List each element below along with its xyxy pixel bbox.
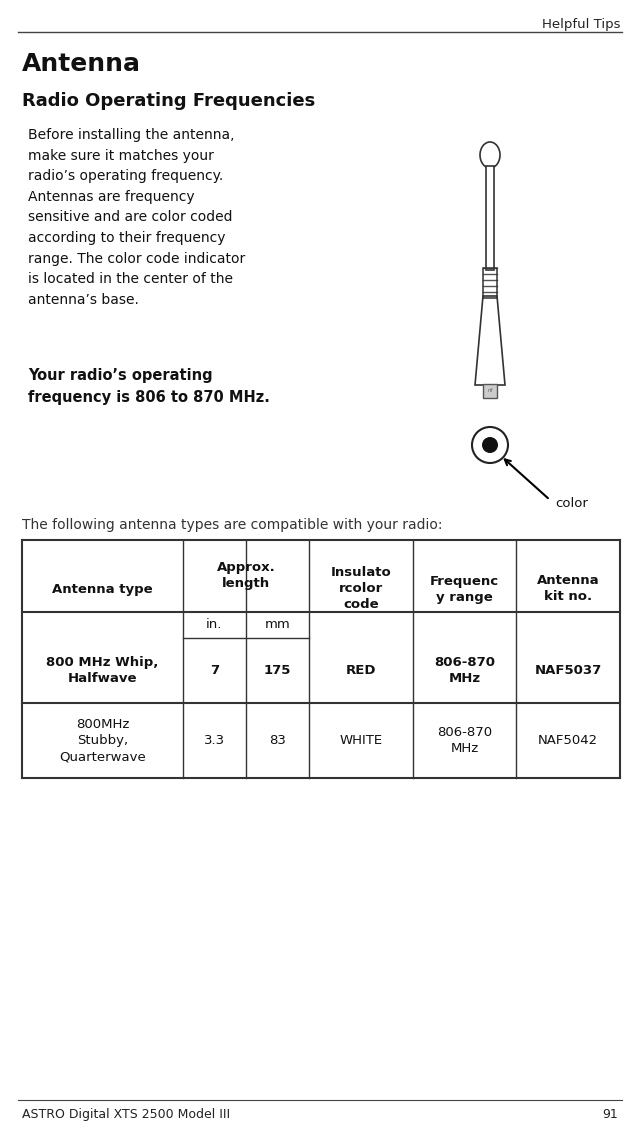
Text: Your radio’s operating
frequency is 806 to 870 MHz.: Your radio’s operating frequency is 806 … (28, 368, 270, 404)
Circle shape (472, 427, 508, 463)
Text: Frequenc
y range: Frequenc y range (430, 575, 499, 604)
Text: nf: nf (487, 388, 493, 394)
Text: 3.3: 3.3 (204, 734, 225, 747)
Text: Before installing the antenna,
make sure it matches your
radio’s operating frequ: Before installing the antenna, make sure… (28, 128, 245, 307)
Text: Radio Operating Frequencies: Radio Operating Frequencies (22, 91, 316, 110)
Text: mm: mm (264, 619, 291, 631)
Bar (483, 268, 497, 298)
Text: color: color (555, 497, 588, 510)
Text: NAF5037: NAF5037 (534, 664, 602, 677)
Bar (486, 166, 494, 270)
Ellipse shape (480, 142, 500, 168)
Text: WHITE: WHITE (339, 734, 382, 747)
Text: 806-870
MHz: 806-870 MHz (434, 656, 495, 685)
Text: 175: 175 (264, 664, 291, 677)
Text: Insulato
rcolor
code: Insulato rcolor code (330, 567, 391, 612)
Text: Antenna type: Antenna type (52, 583, 153, 595)
Text: Antenna
kit no.: Antenna kit no. (537, 575, 600, 604)
Text: Approx.
length: Approx. length (216, 561, 275, 590)
Text: 800 MHz Whip,
Halfwave: 800 MHz Whip, Halfwave (46, 656, 159, 685)
Text: in.: in. (206, 619, 223, 631)
Text: Helpful Tips: Helpful Tips (541, 18, 620, 30)
Polygon shape (475, 296, 505, 385)
Text: RED: RED (346, 664, 376, 677)
Text: 800MHz
Stubby,
Quarterwave: 800MHz Stubby, Quarterwave (59, 718, 146, 763)
Text: 806-870
MHz: 806-870 MHz (437, 726, 492, 755)
Text: 91: 91 (602, 1108, 618, 1121)
Text: ASTRO Digital XTS 2500 Model III: ASTRO Digital XTS 2500 Model III (22, 1108, 230, 1121)
Bar (483, 384, 497, 399)
Text: 83: 83 (269, 734, 286, 747)
Text: 7: 7 (210, 664, 219, 677)
Text: NAF5042: NAF5042 (538, 734, 598, 747)
Circle shape (482, 437, 498, 453)
Text: The following antenna types are compatible with your radio:: The following antenna types are compatib… (22, 518, 442, 532)
Text: Antenna: Antenna (22, 52, 141, 76)
